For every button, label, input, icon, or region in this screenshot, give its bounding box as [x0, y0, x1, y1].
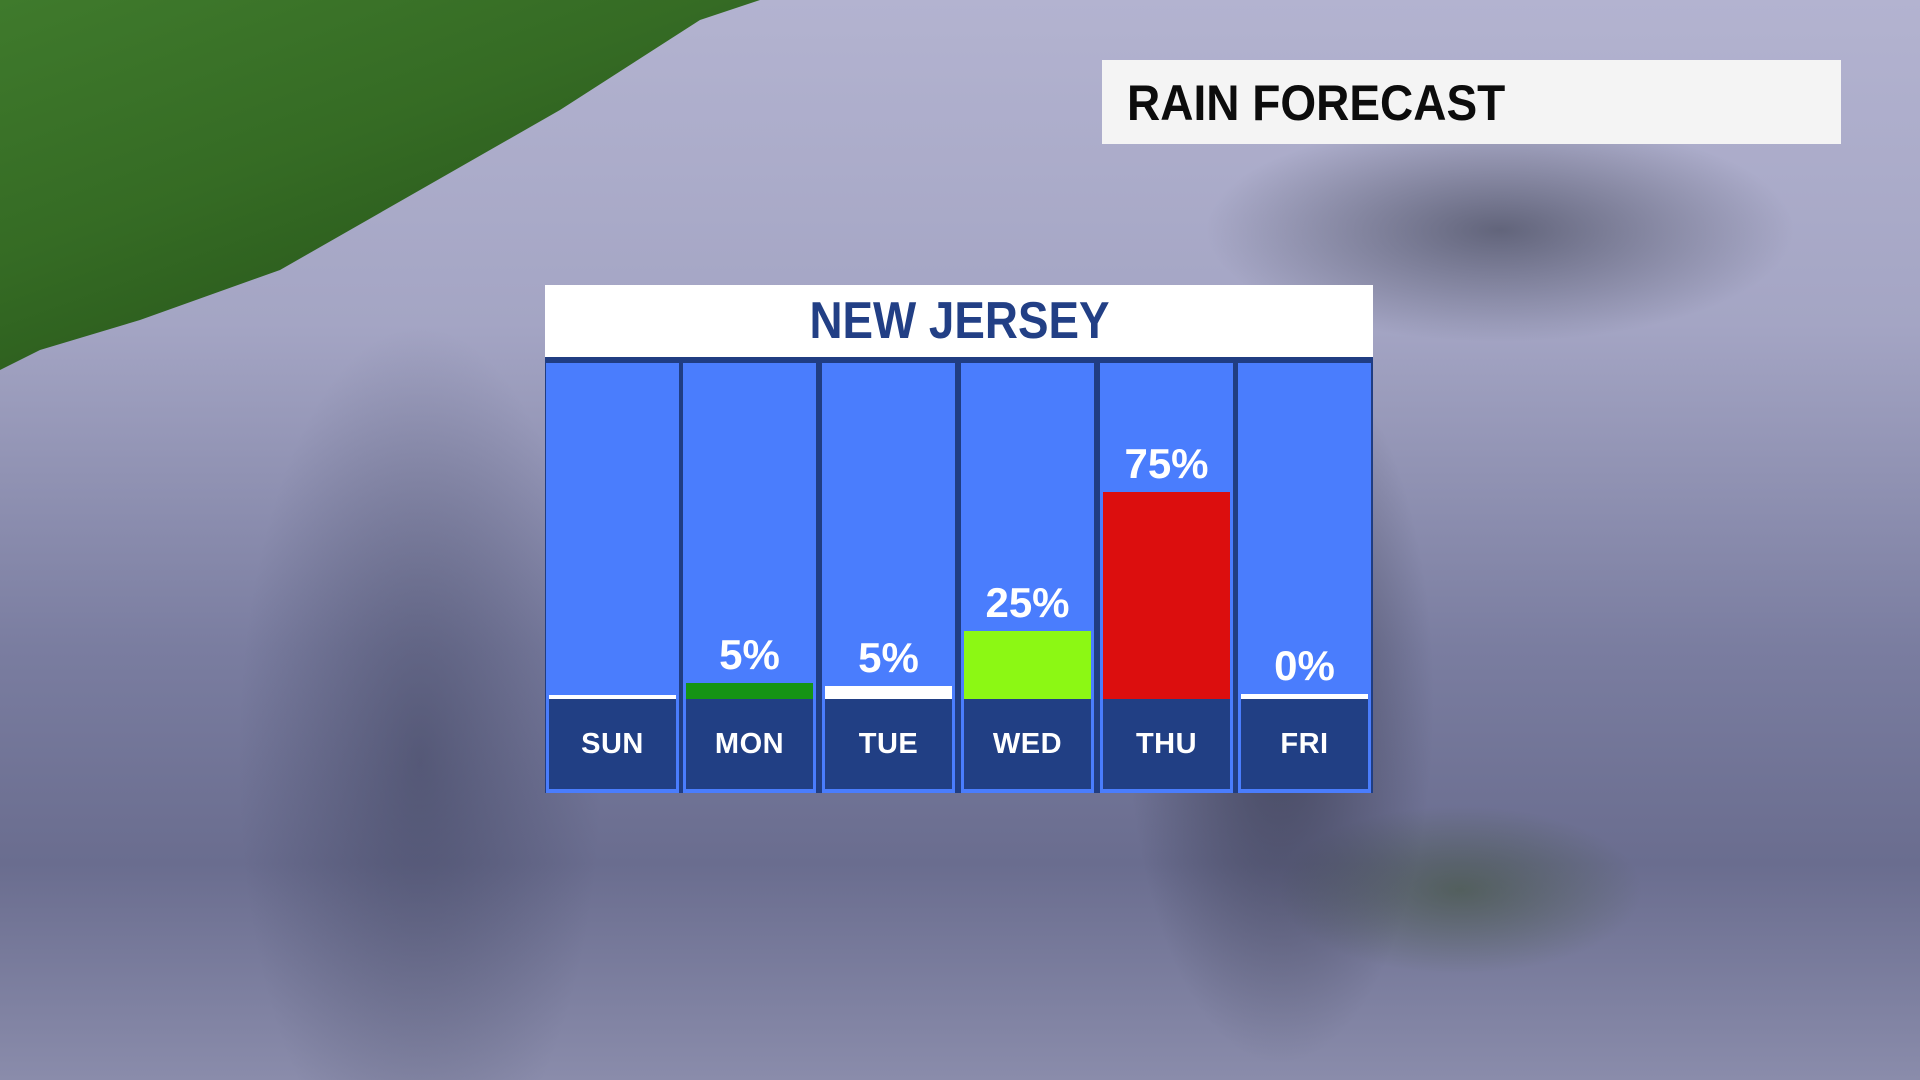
day-label-box: THU: [1103, 699, 1230, 789]
day-label-box: TUE: [825, 699, 952, 789]
day-column-wed: 25% WED: [961, 363, 1094, 793]
day-column-thu: 75% THU: [1100, 363, 1233, 793]
rain-percent: 5%: [858, 634, 919, 681]
title-banner: RAIN FORECAST: [1102, 60, 1841, 144]
region-header: NEW JERSEY: [545, 285, 1373, 357]
rain-percent: 5%: [719, 631, 780, 678]
day-label: TUE: [858, 727, 919, 760]
forecast-panel: NEW JERSEY SUN 5% MON 5% TUE 25%: [545, 285, 1373, 793]
day-label: FRI: [1280, 727, 1329, 760]
region-title: NEW JERSEY: [808, 292, 1110, 350]
day-label: SUN: [581, 727, 644, 760]
day-label-box: WED: [964, 699, 1091, 789]
rain-bar: [1103, 492, 1230, 699]
rain-percent: 0%: [1274, 642, 1335, 689]
day-column-mon: 5% MON: [683, 363, 816, 793]
day-label-box: MON: [686, 699, 813, 789]
rain-percent: 75%: [1124, 440, 1209, 487]
day-column-sun: SUN: [546, 363, 679, 793]
day-label-box: FRI: [1241, 699, 1368, 789]
rain-bar: [1241, 694, 1368, 699]
day-column-fri: 0% FRI: [1238, 363, 1371, 793]
day-column-tue: 5% TUE: [822, 363, 955, 793]
day-label-box: SUN: [549, 699, 676, 789]
rain-bar: [686, 683, 813, 699]
rain-bar: [549, 695, 676, 699]
rain-percent: 25%: [985, 579, 1070, 626]
rain-bar: [825, 686, 952, 699]
day-label: THU: [1135, 727, 1198, 760]
forecast-columns: SUN 5% MON 5% TUE 25% WED 75%: [546, 363, 1373, 793]
day-label: MON: [714, 727, 785, 760]
page-title: RAIN FORECAST: [1127, 75, 1506, 131]
rain-bar: [964, 631, 1091, 699]
day-label: WED: [992, 727, 1063, 760]
